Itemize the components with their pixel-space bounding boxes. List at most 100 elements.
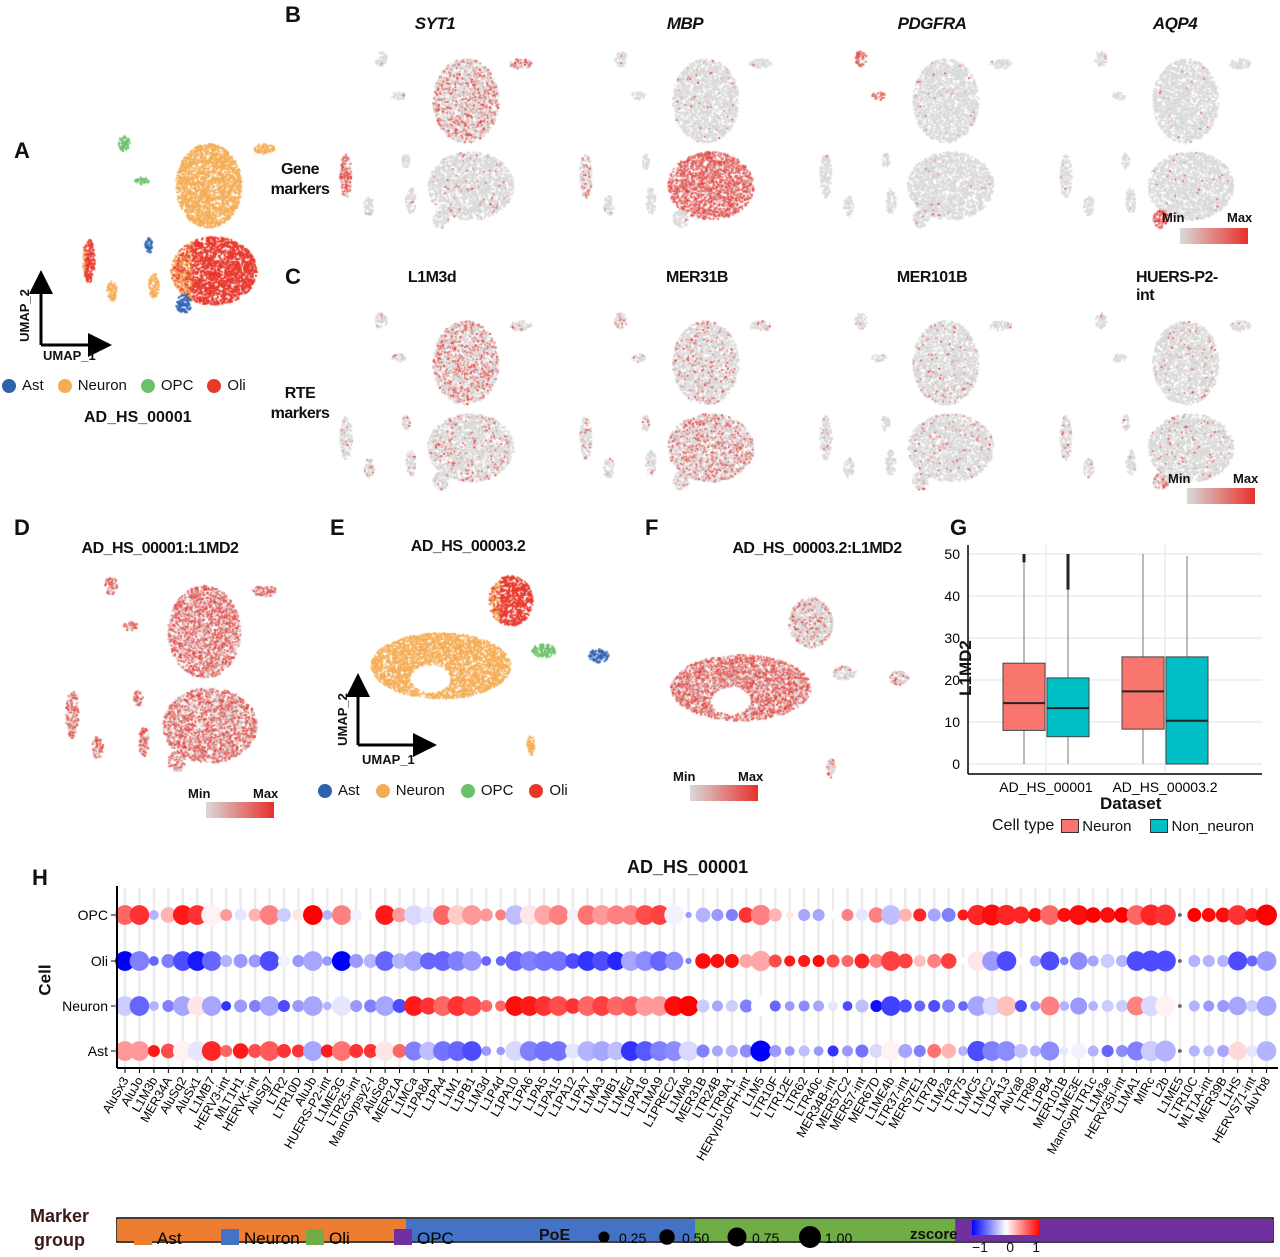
- dot-opc: [1068, 905, 1089, 925]
- dot-neuron: [1014, 999, 1027, 1013]
- dot-opc: [331, 905, 352, 925]
- dot-opc: [841, 908, 854, 922]
- dot-neuron: [1203, 1000, 1215, 1012]
- dot-neuron: [592, 996, 612, 1016]
- dot-neuron: [1228, 996, 1247, 1016]
- dot-oli: [607, 951, 626, 971]
- dot-oli: [869, 954, 884, 968]
- dot-opc: [505, 905, 525, 925]
- poe-legend-dot: [727, 1227, 747, 1247]
- dot-ast: [881, 1041, 901, 1061]
- dot-oli: [620, 951, 641, 971]
- dot-neuron: [813, 1000, 825, 1012]
- dot-opc: [303, 905, 323, 925]
- dot-oli: [447, 951, 468, 971]
- dot-neuron: [769, 1000, 781, 1012]
- panel-f-title: AD_HS_00003.2:L1MD2: [732, 540, 902, 557]
- dot-ast: [1087, 1045, 1099, 1057]
- dot-opc: [1012, 906, 1030, 924]
- dot-opc: [898, 908, 912, 922]
- dot-ast: [967, 1040, 988, 1062]
- y-tick-label: 50: [944, 546, 960, 562]
- y-tick-label: 40: [944, 588, 960, 604]
- colorbar-d: [206, 802, 274, 818]
- dot-neuron: [534, 996, 554, 1016]
- dot-neuron: [259, 996, 280, 1016]
- x-tick-label: AD_HS_00001: [999, 779, 1093, 795]
- panel-d-title: AD_HS_00001:L1MD2: [81, 540, 239, 557]
- dot-neuron: [1246, 999, 1259, 1013]
- dot-ast: [147, 1044, 160, 1058]
- dot-neuron: [187, 996, 208, 1016]
- dot-ast: [160, 1043, 176, 1059]
- dot-opc: [798, 908, 811, 922]
- dot-oli: [404, 951, 424, 971]
- dot-opc: [855, 908, 868, 922]
- dot-ast: [259, 1041, 280, 1061]
- dot-neuron: [1059, 1001, 1070, 1011]
- dot-ast: [725, 1044, 738, 1058]
- dot-ast: [201, 1041, 222, 1061]
- colorbar-b: [1180, 228, 1248, 244]
- dot-opc: [750, 904, 771, 926]
- dot-opc: [606, 905, 626, 925]
- dot-oli: [349, 954, 364, 968]
- poe-legend-label: 0.25: [619, 1230, 646, 1246]
- dot-oli: [391, 953, 408, 969]
- rte-title-huers-p2-int: HUERS-P2-int: [1136, 269, 1218, 304]
- dot-oli: [1246, 955, 1258, 967]
- legend-label: OPC: [480, 782, 514, 799]
- dot-neuron: [1177, 1004, 1182, 1008]
- dot-opc: [812, 908, 825, 922]
- dot-oli: [161, 954, 176, 968]
- dot-opc: [220, 908, 233, 922]
- dot-opc: [1245, 908, 1260, 922]
- dot-ast: [419, 1041, 438, 1061]
- dot-ast: [447, 1041, 468, 1061]
- dot-neuron: [221, 1001, 232, 1011]
- dot-ast: [996, 1041, 1017, 1061]
- dot-oli: [548, 951, 569, 971]
- dot-ast: [898, 1044, 913, 1058]
- rte-title-l1m3d: L1M3d: [407, 269, 457, 286]
- dot-ast: [958, 1046, 969, 1056]
- rte-title-mer31b: MER31B: [666, 269, 728, 286]
- dot-oli: [913, 954, 926, 968]
- dot-neuron: [419, 997, 437, 1015]
- dot-neuron: [433, 996, 453, 1016]
- dot-neuron: [249, 999, 262, 1013]
- dot-ast: [320, 1044, 334, 1058]
- dot-opc: [1227, 905, 1248, 925]
- cell-type-legend-e: Ast Neuron OPC Oli: [318, 782, 568, 799]
- panel-label-e: E: [330, 515, 345, 540]
- poe-legend-label: 0.75: [752, 1230, 779, 1246]
- dot-opc: [129, 905, 150, 925]
- legend-label: Ast: [22, 377, 44, 394]
- dot-neuron: [1070, 997, 1088, 1015]
- umap-axes-e: [346, 673, 437, 757]
- dot-opc: [1099, 907, 1116, 923]
- dot-neuron: [870, 999, 883, 1013]
- dot-ast: [1256, 1041, 1277, 1061]
- dot-oli: [115, 951, 135, 971]
- dot-ast: [784, 1046, 795, 1056]
- dot-oli: [1228, 951, 1248, 971]
- dot-ast: [505, 1041, 525, 1061]
- dot-opc: [1114, 907, 1130, 923]
- dot-ast: [664, 1041, 684, 1061]
- legend-key-opc: [394, 1229, 412, 1245]
- legend-label: OPC: [160, 377, 194, 394]
- dot-ast: [1101, 1044, 1114, 1058]
- dot-ast: [620, 1041, 641, 1061]
- y-tick-label: 10: [944, 714, 960, 730]
- dot-opc: [148, 910, 159, 920]
- dot-ast: [842, 1045, 853, 1057]
- legend-label: Neuron: [395, 782, 445, 799]
- dot-oli: [982, 951, 1002, 971]
- dot-neuron: [828, 1001, 838, 1011]
- dot-oli: [292, 954, 305, 968]
- poe-legend-label: 1.00: [825, 1230, 852, 1246]
- dot-neuron: [750, 996, 771, 1016]
- dot-neuron: [392, 999, 407, 1013]
- dot-oli: [220, 954, 233, 968]
